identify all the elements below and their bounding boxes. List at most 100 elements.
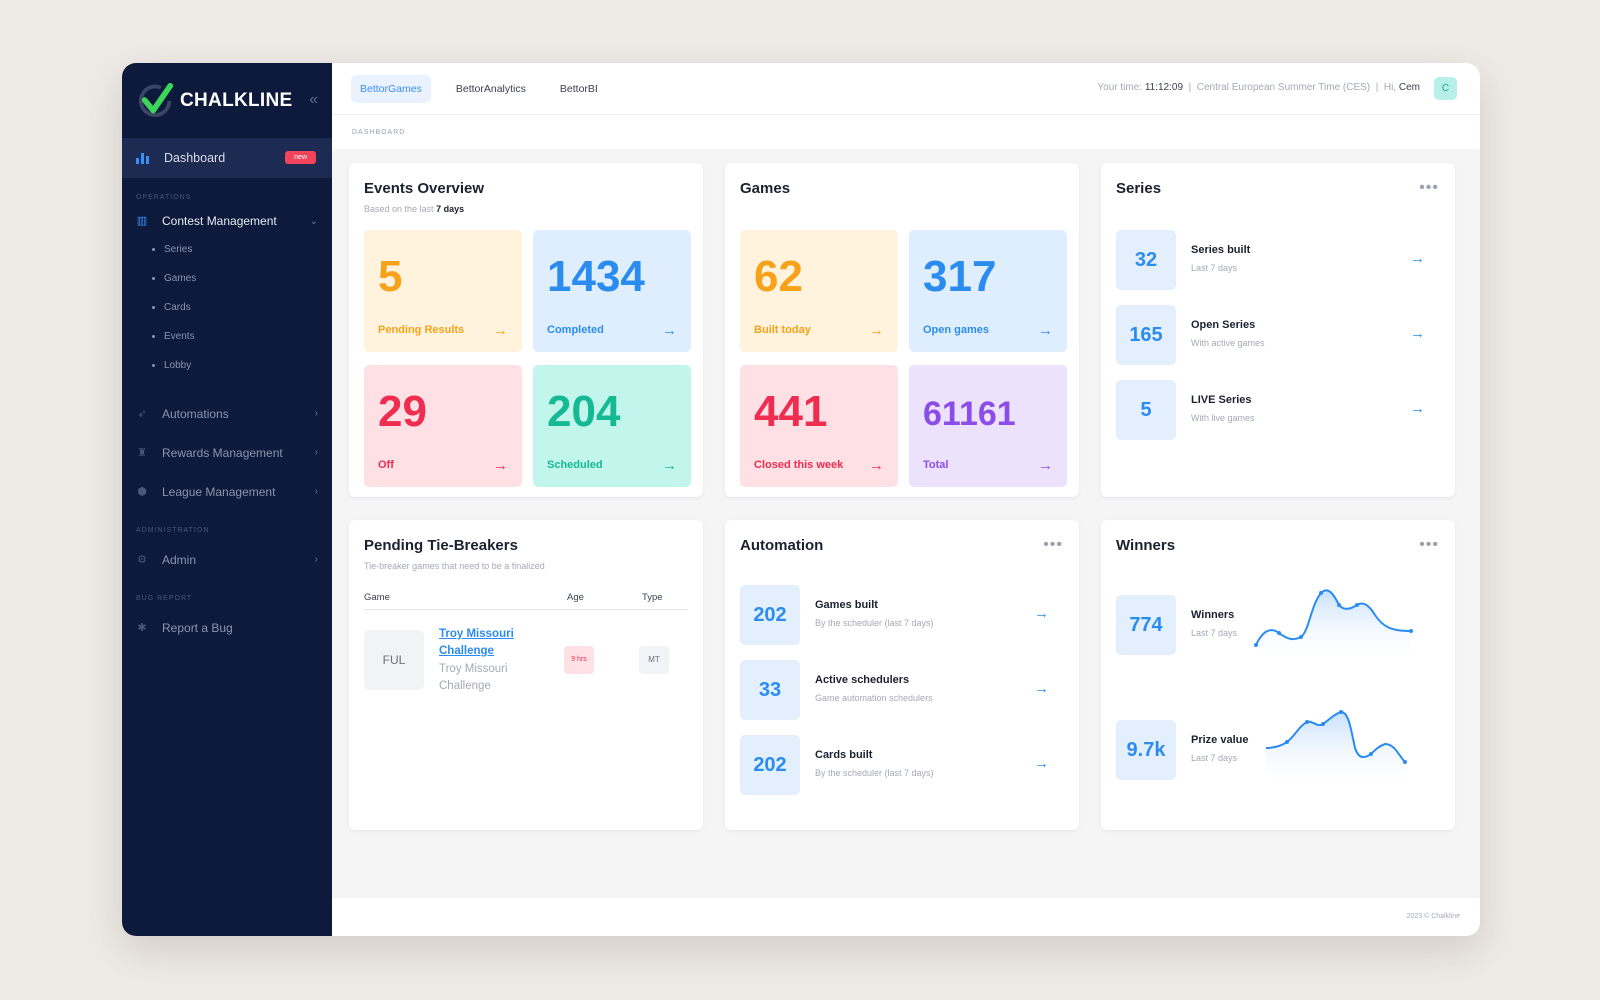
arrow-right-icon: → <box>1410 400 1425 417</box>
sidebar-item-automations[interactable]: ➶ Automations › <box>122 394 332 433</box>
tile-total[interactable]: 61161 Total → <box>909 365 1067 487</box>
automation-card: Automation ••• 202 Games built By the sc… <box>725 520 1079 830</box>
sidebar-item-contest-management[interactable]: ▥ Contest Management ⌄ <box>122 207 332 235</box>
events-overview-card: Events Overview Based on the last 7 days… <box>349 163 703 497</box>
section-label-administration: ADMINISTRATION <box>136 527 210 534</box>
sidebar-item-league-management[interactable]: ⬢ League Management › <box>122 472 332 511</box>
tile-label: Closed this week <box>754 459 844 471</box>
row-title: Winners <box>1191 609 1235 621</box>
section-label-operations: OPERATIONS <box>136 194 192 201</box>
row-subtitle: Last 7 days <box>1191 263 1238 273</box>
tab-bettoranalytics[interactable]: BettorAnalytics <box>455 82 526 95</box>
arrow-right-icon: → <box>493 322 508 339</box>
tile-closed-this-week[interactable]: 441 Closed this week → <box>740 365 898 487</box>
series-card: Series ••• 32 Series built Last 7 days →… <box>1101 163 1455 497</box>
arrow-right-icon: → <box>1034 605 1049 622</box>
new-badge: new <box>285 151 316 164</box>
collapse-sidebar-icon[interactable]: « <box>309 91 318 108</box>
age-badge: 9 hrs <box>564 646 594 674</box>
row-value: 9.7k <box>1116 720 1176 780</box>
row-value: 202 <box>740 585 800 645</box>
arrow-right-icon: → <box>662 457 677 474</box>
tile-value: 317 <box>923 252 997 301</box>
row-title: LIVE Series <box>1191 394 1252 406</box>
winners-row-winners[interactable]: 774 Winners Last 7 days <box>1116 595 1440 655</box>
card-title: Series <box>1116 180 1162 197</box>
footer: 2023 © Chalkline <box>332 898 1480 936</box>
tile-open-games[interactable]: 317 Open games → <box>909 230 1067 352</box>
sidebar: CHALKLINE « Dashboard new OPERATIONS ▥ C… <box>122 63 332 936</box>
card-subtitle: Tie-breaker games that need to be a fina… <box>364 561 545 571</box>
row-subtitle: By the scheduler (last 7 days) <box>815 618 934 628</box>
sidebar-subitem-games[interactable]: Games <box>122 264 332 293</box>
automation-row-cards-built[interactable]: 202 Cards built By the scheduler (last 7… <box>740 735 1064 795</box>
series-row-built[interactable]: 32 Series built Last 7 days → <box>1116 230 1440 290</box>
arrow-right-icon: → <box>869 457 884 474</box>
arrow-right-icon: → <box>1034 755 1049 772</box>
sidebar-subitem-lobby[interactable]: Lobby <box>122 351 332 380</box>
arrow-right-icon: → <box>1410 325 1425 342</box>
sidebar-item-report-bug[interactable]: ✱ Report a Bug <box>122 608 332 647</box>
game-subtitle: Troy Missouri Challenge <box>439 663 508 692</box>
tab-bettorgames[interactable]: BettorGames <box>351 74 431 103</box>
sidebar-item-dashboard[interactable]: Dashboard new <box>122 138 332 178</box>
tile-value: 29 <box>378 387 427 436</box>
sidebar-subitem-events[interactable]: Events <box>122 322 332 351</box>
tie-breakers-card: Pending Tie-Breakers Tie-breaker games t… <box>349 520 703 830</box>
row-value: 165 <box>1116 305 1176 365</box>
arrow-right-icon: → <box>1034 680 1049 697</box>
series-row-live[interactable]: 5 LIVE Series With live games → <box>1116 380 1440 440</box>
column-header-age[interactable]: Age <box>567 592 584 603</box>
tile-built-today[interactable]: 62 Built today → <box>740 230 898 352</box>
tile-value: 61161 <box>923 395 1016 433</box>
app-window: CHALKLINE « Dashboard new OPERATIONS ▥ C… <box>122 63 1480 936</box>
chevron-right-icon: › <box>314 486 318 497</box>
tab-bettorbi[interactable]: BettorBI <box>559 82 598 95</box>
row-subtitle: Last 7 days <box>1191 628 1238 638</box>
chevron-right-icon: › <box>314 447 318 458</box>
sidebar-item-rewards-management[interactable]: ♜ Rewards Management › <box>122 433 332 472</box>
tile-off[interactable]: 29 Off → <box>364 365 522 487</box>
row-title: Prize value <box>1191 734 1249 746</box>
row-subtitle: Game automation schedulers <box>815 693 933 703</box>
card-title: Winners <box>1116 537 1176 554</box>
tile-scheduled[interactable]: 204 Scheduled → <box>533 365 691 487</box>
row-title: Active schedulers <box>815 674 910 686</box>
card-title: Games <box>740 180 791 197</box>
game-link[interactable]: Troy Missouri Challenge <box>439 628 514 657</box>
more-options-icon[interactable]: ••• <box>1419 179 1439 196</box>
arrow-right-icon: → <box>1410 250 1425 267</box>
column-header-type[interactable]: Type <box>642 592 663 603</box>
brand[interactable]: CHALKLINE <box>122 63 332 138</box>
sidebar-item-label: Contest Management <box>162 214 277 228</box>
card-title: Automation <box>740 537 824 554</box>
tile-pending-results[interactable]: 5 Pending Results → <box>364 230 522 352</box>
more-options-icon[interactable]: ••• <box>1043 536 1063 553</box>
games-card: Games 62 Built today → 317 Open games → … <box>725 163 1079 497</box>
sidebar-subitem-cards[interactable]: Cards <box>122 293 332 322</box>
series-row-open[interactable]: 165 Open Series With active games → <box>1116 305 1440 365</box>
automation-row-games-built[interactable]: 202 Games built By the scheduler (last 7… <box>740 585 1064 645</box>
gear-icon: ⚙ <box>137 553 147 566</box>
column-header-game[interactable]: Game <box>364 592 390 603</box>
arrow-right-icon: → <box>493 457 508 474</box>
automation-row-active-schedulers[interactable]: 33 Active schedulers Game automation sch… <box>740 660 1064 720</box>
row-value: 32 <box>1116 230 1176 290</box>
sidebar-item-admin[interactable]: ⚙ Admin › <box>122 540 332 579</box>
avatar[interactable]: C <box>1434 77 1457 100</box>
tile-value: 204 <box>547 387 621 436</box>
trophy-icon: ♜ <box>137 446 147 459</box>
row-value: 774 <box>1116 595 1176 655</box>
more-options-icon[interactable]: ••• <box>1419 536 1439 553</box>
row-title: Open Series <box>1191 319 1256 331</box>
row-subtitle: Last 7 days <box>1191 753 1238 763</box>
card-title: Pending Tie-Breakers <box>364 537 518 554</box>
sidebar-subitem-series[interactable]: Series <box>122 235 332 264</box>
rocket-icon: ➶ <box>137 407 147 420</box>
tile-value: 441 <box>754 387 828 436</box>
row-subtitle: By the scheduler (last 7 days) <box>815 768 934 778</box>
time-value: 11:12:09 <box>1144 82 1184 93</box>
tile-completed[interactable]: 1434 Completed → <box>533 230 691 352</box>
type-badge: MT <box>639 646 669 674</box>
winners-row-prize-value[interactable]: 9.7k Prize value Last 7 days <box>1116 720 1440 780</box>
